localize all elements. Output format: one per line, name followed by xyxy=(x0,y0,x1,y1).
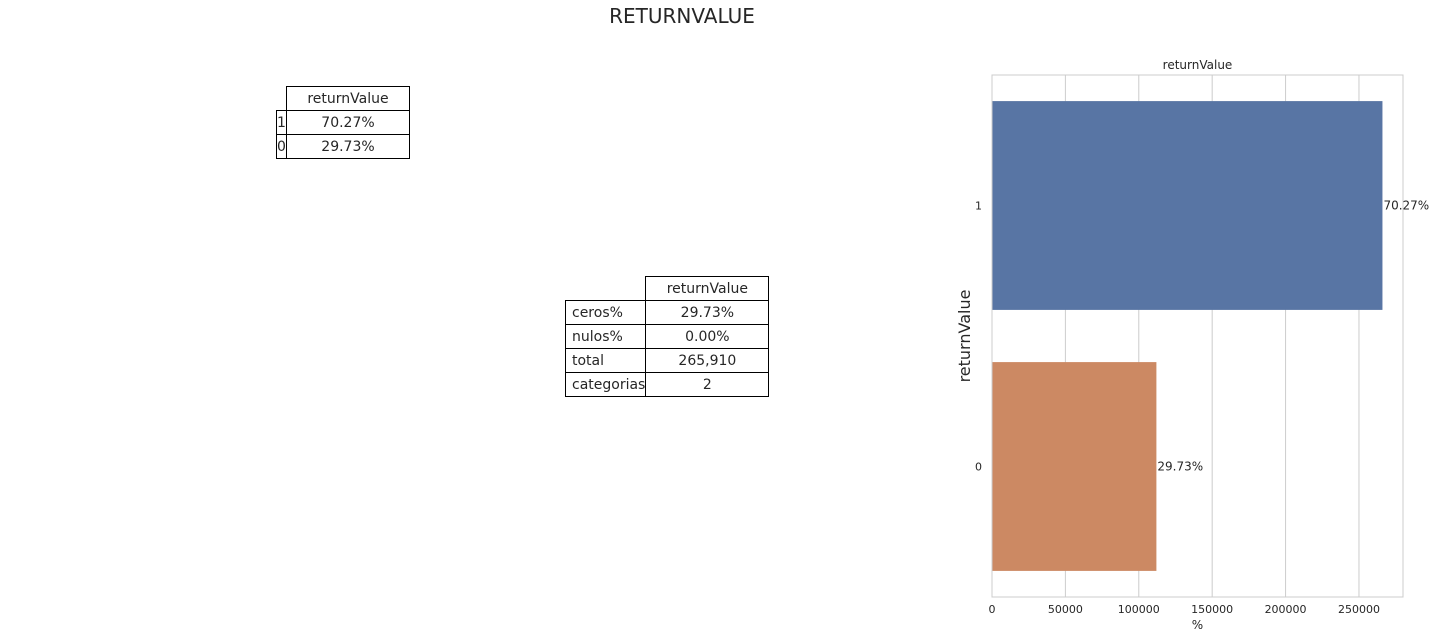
x-tick-label: 50000 xyxy=(1048,603,1083,616)
table-row: nulos% 0.00% xyxy=(564,324,770,349)
row-label: categorias xyxy=(564,372,647,397)
y-tick-label: 1 xyxy=(975,200,982,213)
x-axis-label: % xyxy=(1192,618,1203,632)
row-label: nulos% xyxy=(564,324,647,349)
table-row: total 265,910 xyxy=(564,348,770,373)
summary-table: returnValue ceros% 29.73% nulos% 0.00% t… xyxy=(564,276,770,397)
bar xyxy=(992,101,1383,310)
table-header-row: returnValue xyxy=(277,86,410,111)
figure-title: RETURNVALUE xyxy=(609,4,755,28)
x-tick-label: 0 xyxy=(989,603,996,616)
x-tick-label: 100000 xyxy=(1118,603,1160,616)
bar-label: 70.27% xyxy=(1383,199,1429,213)
plot-frame xyxy=(991,74,1404,598)
x-tick-label: 200000 xyxy=(1265,603,1307,616)
cell-value: 0.00% xyxy=(645,324,770,349)
cell-value: 265,910 xyxy=(645,348,770,373)
frequency-table: returnValue 1 70.27% 0 29.73% xyxy=(276,86,410,159)
cell-value: 2 xyxy=(645,372,770,397)
cell-value: 29.73% xyxy=(286,134,410,159)
table-header: returnValue xyxy=(645,276,770,301)
cell-value: 70.27% xyxy=(286,110,410,135)
table-header-row: returnValue xyxy=(566,276,770,301)
row-label: ceros% xyxy=(564,300,647,325)
row-label: total xyxy=(564,348,647,373)
x-tick-label: 250000 xyxy=(1338,603,1380,616)
y-tick-label: 0 xyxy=(975,461,982,474)
table-row: 1 70.27% xyxy=(276,110,410,135)
x-tick-label: 150000 xyxy=(1191,603,1233,616)
table-row: 0 29.73% xyxy=(276,134,410,159)
bar-label: 29.73% xyxy=(1157,460,1203,474)
y-axis-label: returnValue xyxy=(955,290,974,383)
table-row: categorias 2 xyxy=(564,372,770,397)
bar xyxy=(992,362,1157,571)
chart-title: returnValue xyxy=(1163,58,1233,72)
table-header: returnValue xyxy=(286,86,410,111)
